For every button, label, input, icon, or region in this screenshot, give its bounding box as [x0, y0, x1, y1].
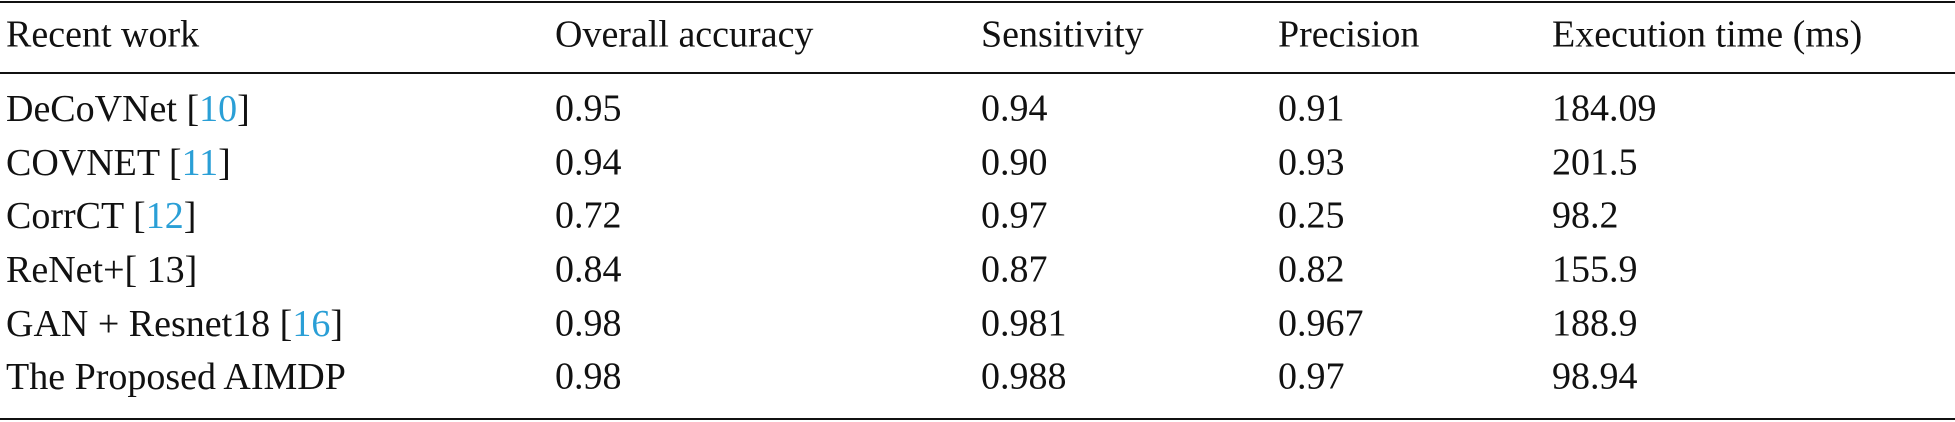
header-cell: Overall accuracy [555, 14, 813, 56]
value-cell: 0.84 [555, 249, 622, 291]
citation-link: 12 [146, 195, 184, 237]
value-cell: 184.09 [1552, 88, 1657, 130]
work-text: ReNet+[ 13] [6, 249, 197, 291]
work-cell: ReNet+[ 13] [6, 249, 197, 291]
value-cell: 0.981 [981, 303, 1067, 345]
value-cell: 98.94 [1552, 356, 1638, 398]
value-cell: 155.9 [1552, 249, 1638, 291]
value-cell: 0.72 [555, 195, 622, 237]
value-cell: 0.98 [555, 303, 622, 345]
value-cell: 0.97 [981, 195, 1048, 237]
work-text: ] [184, 195, 197, 237]
value-cell: 98.2 [1552, 195, 1619, 237]
value-cell: 0.98 [555, 356, 622, 398]
citation-link: 11 [182, 142, 219, 184]
work-text: CorrCT [ [6, 195, 146, 237]
value-cell: 201.5 [1552, 142, 1638, 184]
value-cell: 0.25 [1278, 195, 1345, 237]
citation-link: 16 [292, 303, 330, 345]
work-cell: CorrCT [12] [6, 195, 196, 237]
work-text: ] [218, 142, 231, 184]
work-text: ] [237, 88, 250, 130]
value-cell: 0.82 [1278, 249, 1345, 291]
value-cell: 0.94 [981, 88, 1048, 130]
work-cell: GAN + Resnet18 [16] [6, 303, 343, 345]
work-cell: The Proposed AIMDP [6, 356, 346, 398]
value-cell: 188.9 [1552, 303, 1638, 345]
value-cell: 0.97 [1278, 356, 1345, 398]
work-text: GAN + Resnet18 [ [6, 303, 292, 345]
header-cell: Execution time (ms) [1552, 14, 1862, 56]
work-text: COVNET [ [6, 142, 182, 184]
value-cell: 0.988 [981, 356, 1067, 398]
value-cell: 0.95 [555, 88, 622, 130]
value-cell: 0.94 [555, 142, 622, 184]
value-cell: 0.93 [1278, 142, 1345, 184]
work-text: ] [330, 303, 343, 345]
work-cell: COVNET [11] [6, 142, 231, 184]
value-cell: 0.87 [981, 249, 1048, 291]
citation-link: 10 [199, 88, 237, 130]
value-cell: 0.967 [1278, 303, 1364, 345]
work-cell: DeCoVNet [10] [6, 88, 250, 130]
work-text: DeCoVNet [ [6, 88, 199, 130]
value-cell: 0.90 [981, 142, 1048, 184]
value-cell: 0.91 [1278, 88, 1345, 130]
header-cell: Precision [1278, 14, 1419, 56]
header-cell: Sensitivity [981, 14, 1144, 56]
header-cell: Recent work [6, 14, 199, 56]
work-text: The Proposed AIMDP [6, 356, 346, 398]
